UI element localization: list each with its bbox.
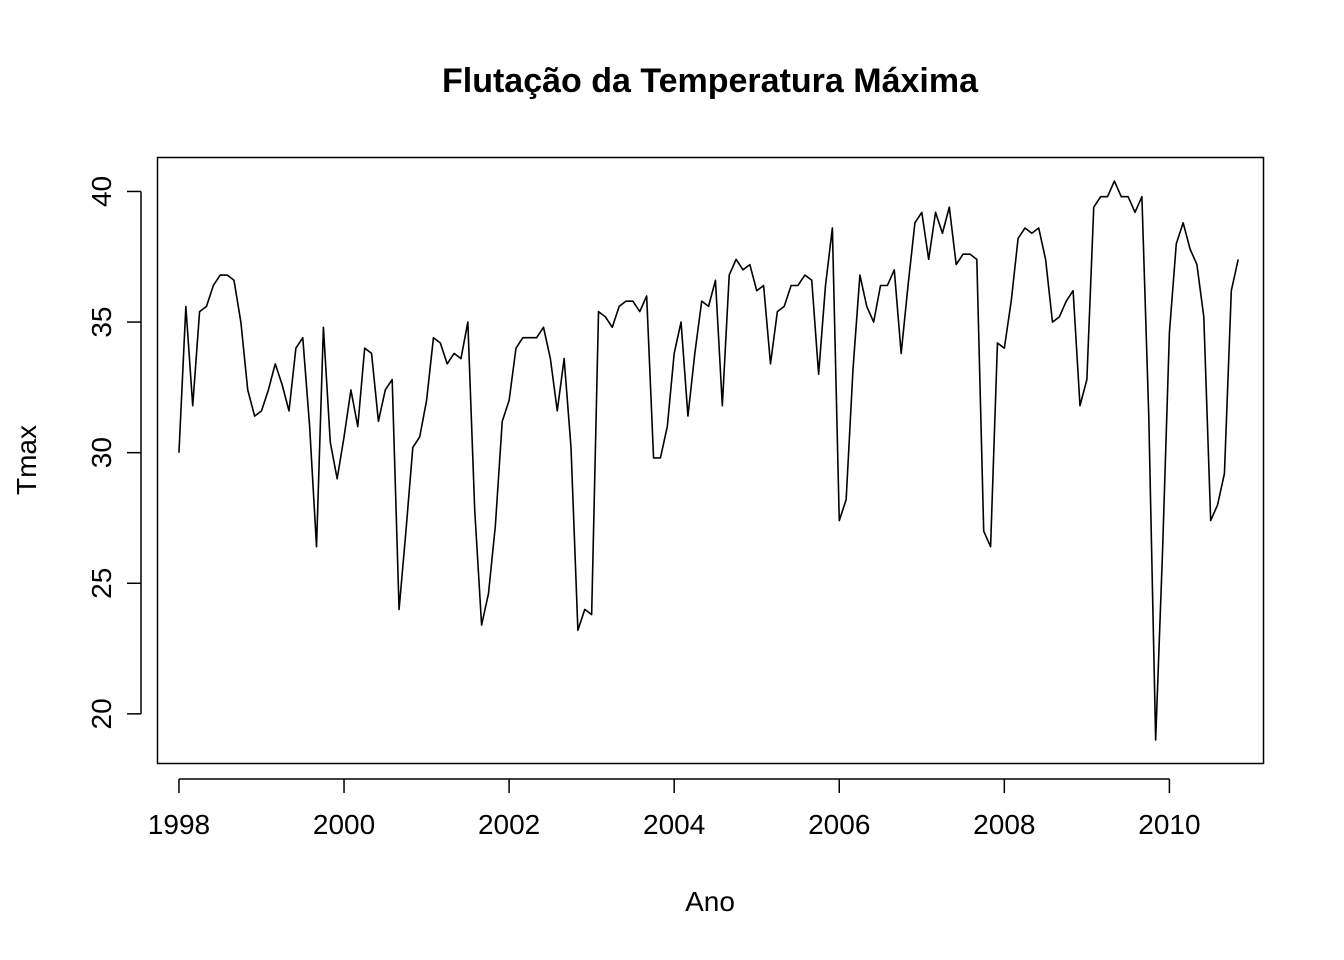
x-tick-label: 2006 xyxy=(808,809,870,840)
y-tick-label: 35 xyxy=(86,306,117,337)
x-tick-label: 2008 xyxy=(973,809,1035,840)
x-tick-label: 2002 xyxy=(478,809,540,840)
y-axis: 20 25 30 35 40 xyxy=(86,176,142,729)
x-tick-label: 2004 xyxy=(643,809,705,840)
series-line-tmax xyxy=(178,180,1239,741)
x-axis-label: Ano xyxy=(685,886,735,917)
chart-title: Flutação da Temperatura Máxima xyxy=(442,62,979,100)
x-axis: 1998 2000 2002 2004 2006 2008 2010 xyxy=(148,778,1201,840)
x-tick-label: 2010 xyxy=(1138,809,1200,840)
x-tick-label: 1998 xyxy=(148,809,210,840)
x-tick-label: 2000 xyxy=(313,809,375,840)
y-tick-label: 20 xyxy=(86,698,117,729)
y-axis-label: Tmax xyxy=(11,425,42,495)
y-tick-label: 40 xyxy=(86,176,117,207)
plot-box xyxy=(156,156,1265,765)
y-tick-label: 25 xyxy=(86,568,117,599)
y-tick-label: 30 xyxy=(86,437,117,468)
